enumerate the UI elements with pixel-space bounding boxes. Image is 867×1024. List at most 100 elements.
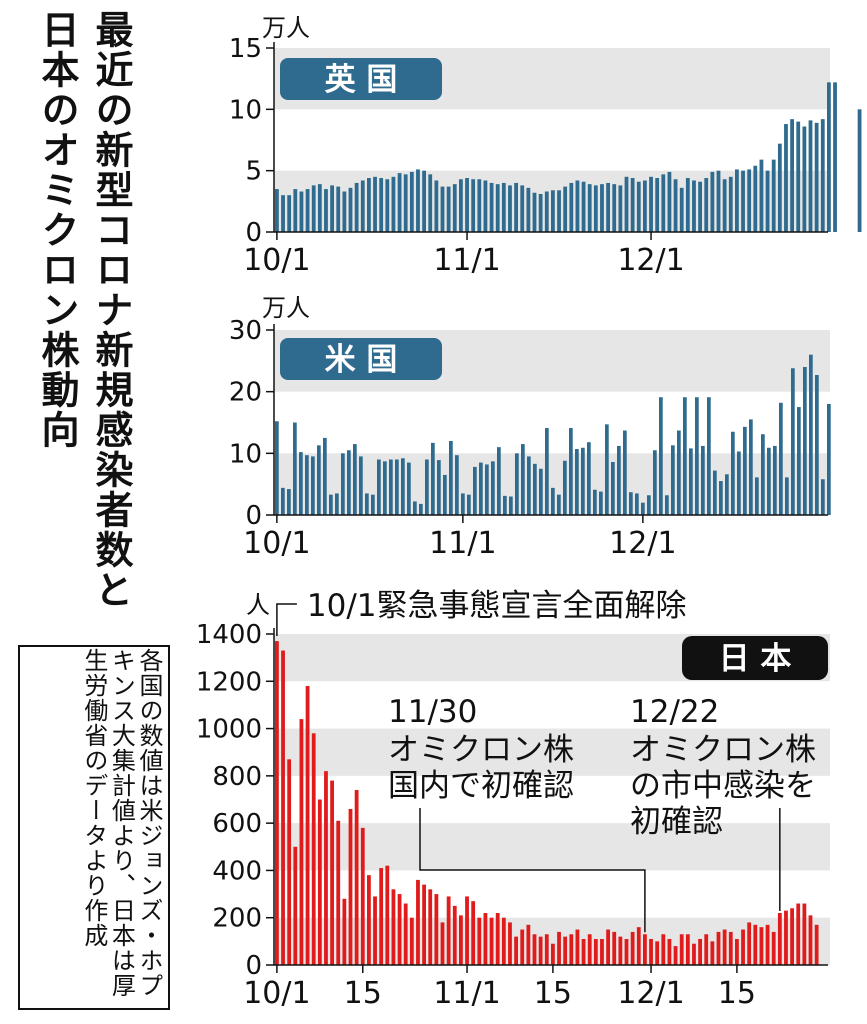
jp-bar: [317, 799, 322, 965]
jp-bar: [373, 896, 377, 965]
us-bar: [785, 477, 789, 515]
jp-bar: [508, 922, 512, 965]
jp-bar: [360, 827, 365, 965]
jp-bar: [287, 759, 292, 965]
jp-bar: [624, 938, 629, 965]
us-bar: [653, 450, 657, 515]
jp-bar: [281, 650, 285, 965]
us-bar: [359, 456, 363, 515]
us-bar: [731, 431, 735, 515]
jp-annotation-community-spread: オミクロン株: [630, 732, 816, 768]
us-bar: [707, 397, 711, 515]
jp-bar: [569, 934, 574, 965]
jp-bar: [391, 889, 396, 965]
jp-bar: [293, 846, 298, 965]
jp-bar: [311, 733, 316, 965]
us-bar: [779, 402, 783, 515]
us-bar: [497, 447, 501, 515]
jp-bar: [403, 903, 408, 965]
chart-title: 最近の新型コロナ新規感染者数と: [89, 10, 133, 610]
uk-bar: [495, 184, 500, 232]
uk-bar: [336, 186, 341, 232]
uk-bar: [716, 170, 721, 232]
jp-y-tick-label: 800: [212, 762, 262, 792]
us-bar: [821, 479, 825, 515]
jp-bar: [661, 934, 666, 965]
uk-bar: [802, 126, 807, 232]
us-x-tick-label: 10/1: [243, 526, 310, 561]
uk-bar: [692, 180, 696, 232]
uk-bar: [636, 181, 641, 232]
jp-bar: [716, 931, 721, 965]
uk-x-tick-label: 10/1: [243, 243, 310, 278]
us-y-tick-label: 10: [229, 439, 262, 469]
jp-bar: [784, 910, 788, 965]
us-bar: [593, 489, 597, 515]
us-bar: [509, 496, 513, 515]
jp-y-tick-label: 400: [212, 856, 262, 886]
us-bar: [323, 437, 327, 515]
jp-bar: [514, 936, 518, 965]
uk-bar: [275, 189, 279, 232]
uk-bar: [465, 178, 469, 232]
title-line-2: 日本のオミクロン株動向: [35, 10, 79, 450]
jp-bar: [422, 884, 426, 965]
jp-bar: [698, 938, 702, 965]
uk-unit-label: 万人: [262, 14, 310, 42]
uk-bar: [391, 176, 396, 232]
us-bar: [647, 495, 651, 515]
uk-bar: [581, 181, 586, 232]
jp-bar: [367, 875, 371, 965]
jp-bar: [471, 901, 476, 965]
uk-bar: [446, 186, 451, 232]
uk-bar: [520, 185, 525, 232]
uk-bar: [612, 184, 617, 232]
uk-bar: [820, 119, 825, 232]
jp-grid-band: [274, 728, 830, 776]
uk-bar: [379, 178, 384, 232]
us-bar: [539, 468, 543, 515]
jp-bar: [777, 912, 782, 965]
uk-bar: [735, 169, 739, 232]
us-bar: [533, 463, 537, 515]
jp-bar: [790, 908, 794, 965]
us-bar: [755, 477, 759, 515]
us-bar: [425, 459, 429, 515]
us-bar: [419, 503, 423, 515]
us-bar: [749, 419, 753, 515]
uk-bar: [348, 187, 353, 232]
uk-bar: [655, 178, 660, 232]
uk-bar: [526, 187, 531, 232]
jp-bar: [796, 903, 801, 965]
uk-bar: [452, 184, 457, 232]
uk-bar: [287, 195, 292, 232]
jp-bar: [728, 931, 733, 965]
uk-bar: [293, 189, 298, 232]
jp-bar: [538, 936, 543, 965]
jp-bar: [275, 641, 279, 965]
uk-bar: [416, 169, 420, 232]
us-bar: [401, 458, 405, 515]
uk-bar: [367, 178, 371, 232]
jp-bar: [409, 917, 414, 965]
uk-bar: [360, 180, 365, 232]
us-bar: [641, 502, 645, 515]
us-bar: [275, 421, 279, 515]
us-bar: [719, 481, 723, 515]
jp-bar: [692, 943, 696, 965]
us-bar: [563, 460, 567, 515]
uk-bar: [575, 180, 580, 232]
uk-bar: [324, 189, 328, 232]
us-bar: [473, 466, 477, 515]
jp-bar: [673, 946, 678, 965]
uk-bar: [385, 179, 390, 232]
jp-unit-label: 人: [246, 591, 270, 619]
us-bar: [389, 459, 393, 515]
us-bar: [689, 448, 693, 515]
jp-bar: [606, 929, 610, 965]
us-bar: [431, 442, 435, 515]
us-bar: [281, 487, 285, 515]
uk-bar: [698, 181, 702, 232]
us-bar: [341, 453, 345, 515]
us-bar: [491, 461, 495, 515]
